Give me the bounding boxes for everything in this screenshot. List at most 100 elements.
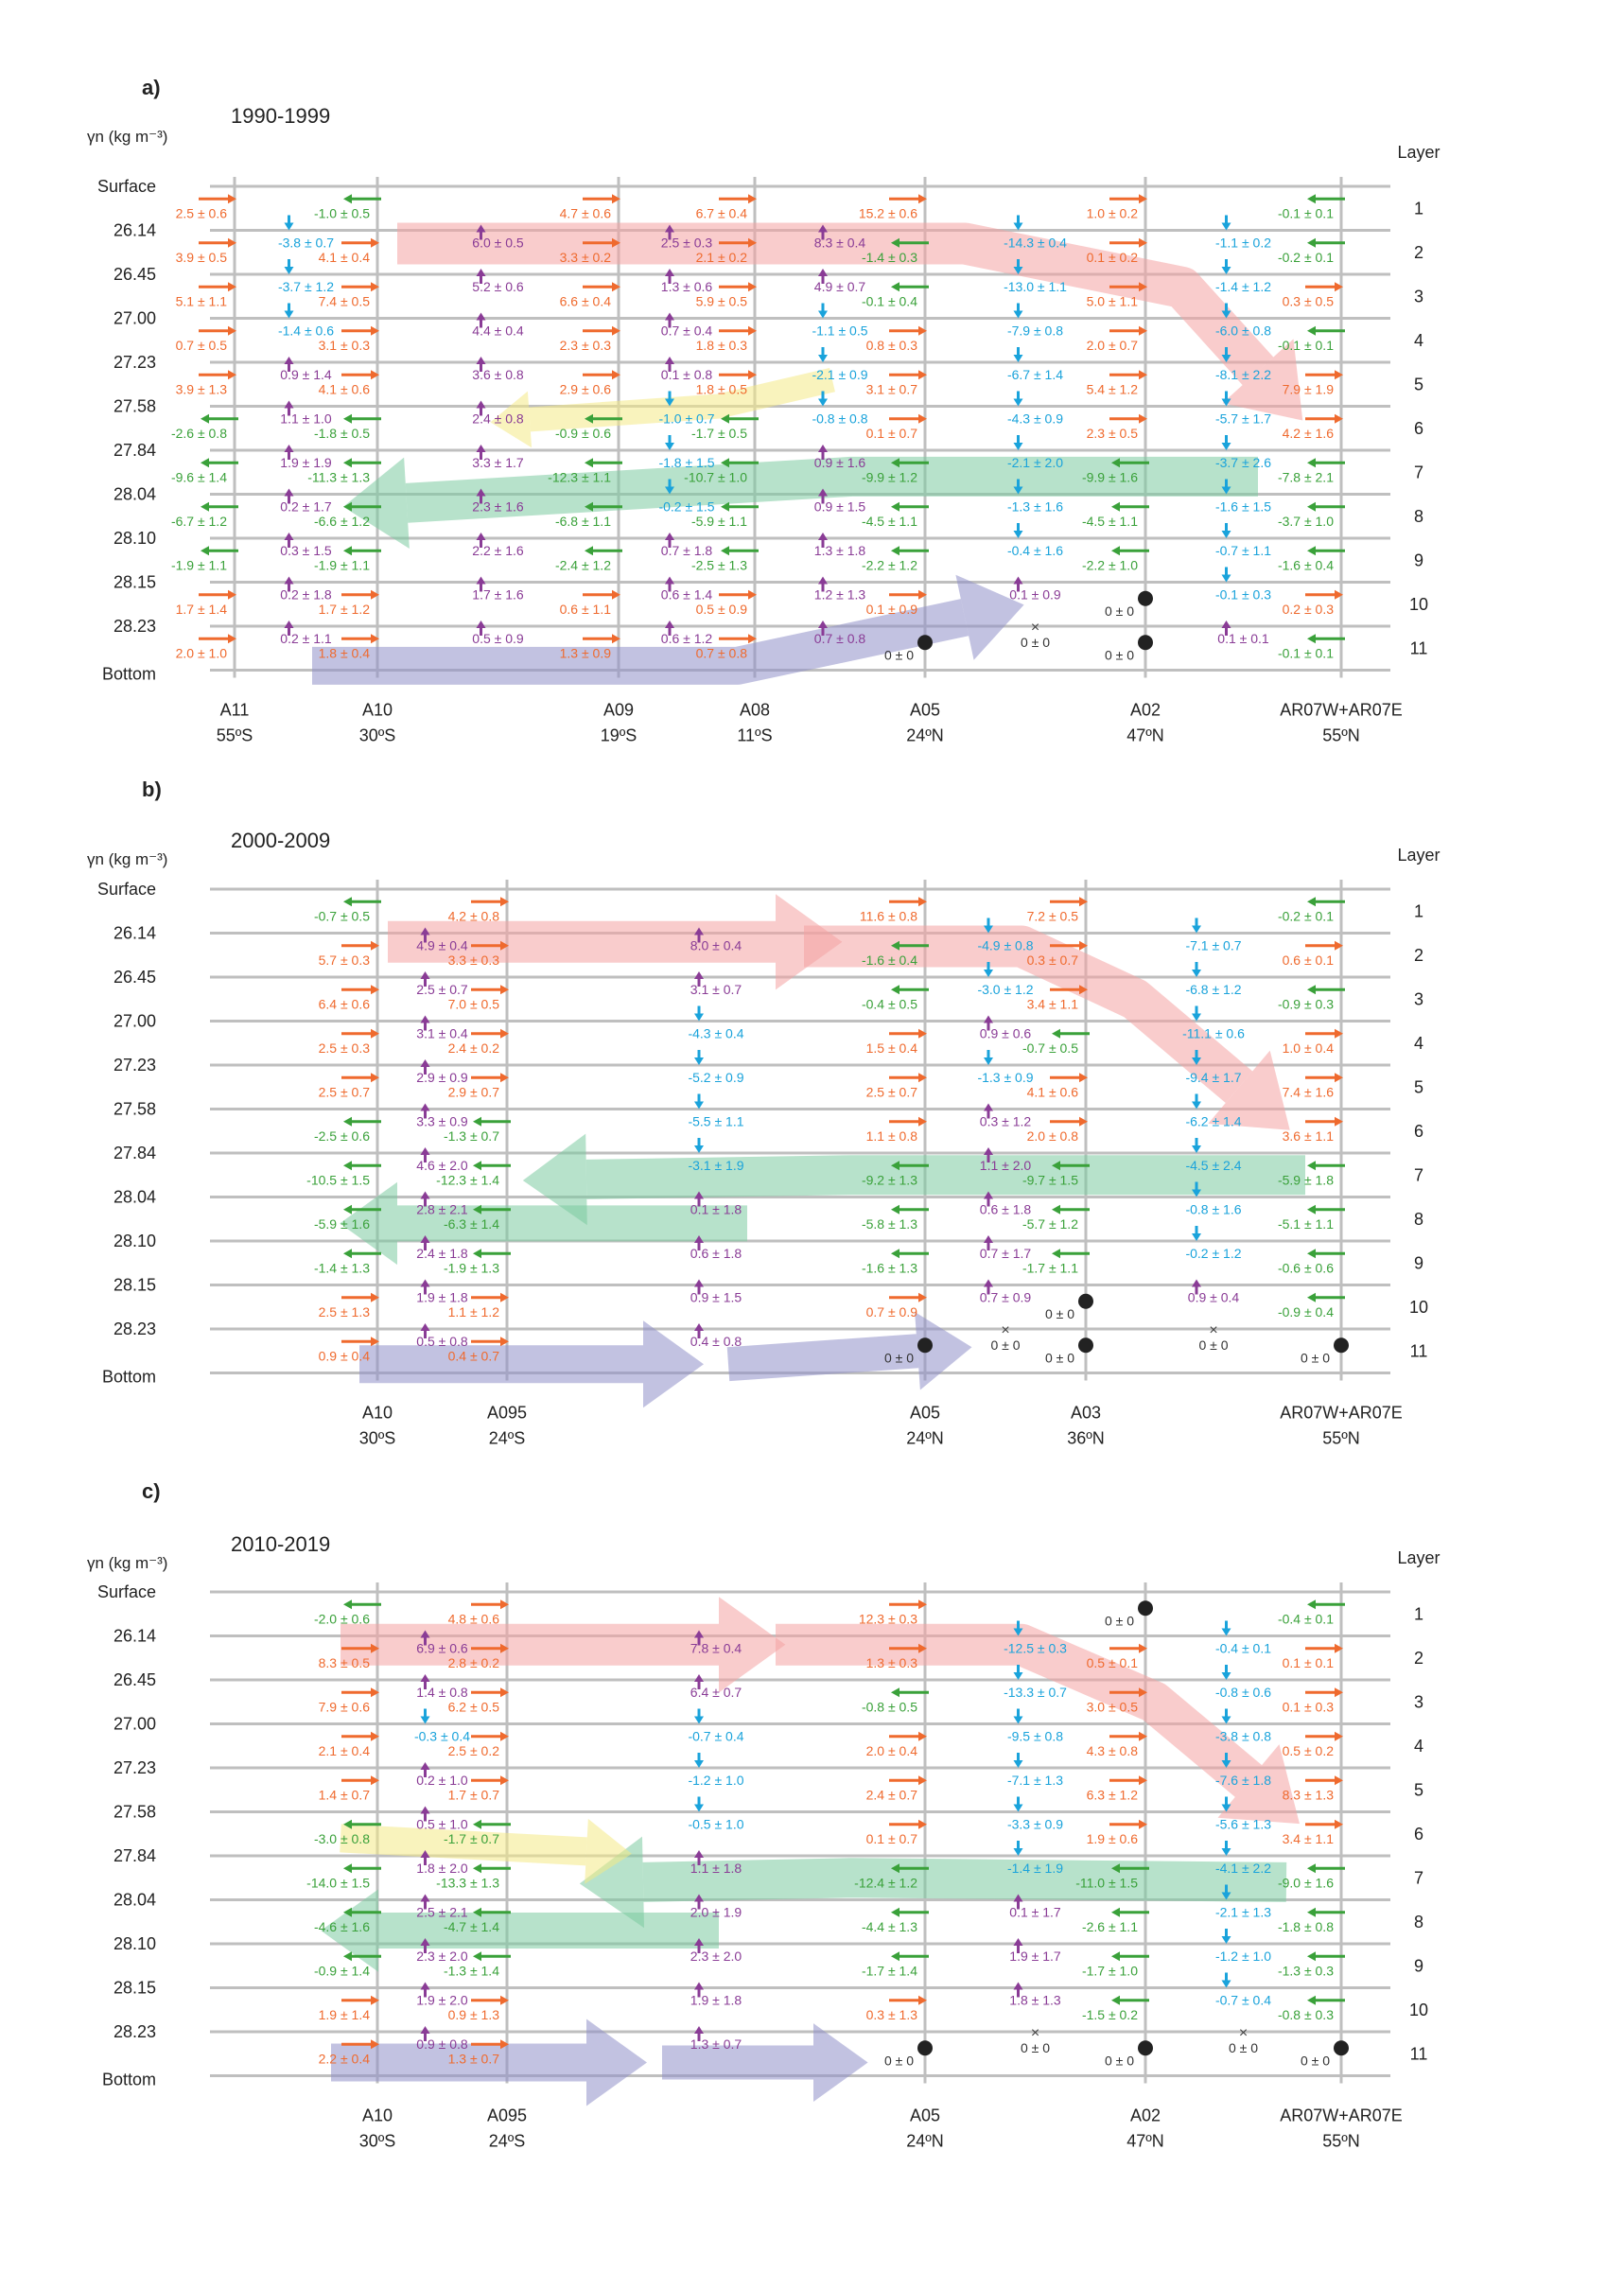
- density-tick-label: 26.45: [114, 265, 156, 284]
- southward-transport-arrow-head: [343, 501, 352, 512]
- abyssal-band-north-head: [813, 2023, 868, 2102]
- horizontal-transport-value: 1.1 ± 0.8: [866, 1128, 918, 1144]
- horizontal-transport-value: 4.2 ± 1.6: [1283, 426, 1335, 441]
- southward-transport-arrow-head: [1307, 1292, 1316, 1302]
- horizontal-transport-value: -1.6 ± 0.4: [862, 952, 917, 968]
- upwelling-arrow-head: [665, 620, 674, 628]
- upwelling-arrow-head: [420, 1235, 430, 1243]
- upwelling-arrow-head: [420, 1982, 430, 1990]
- horizontal-transport-value: 2.9 ± 0.6: [560, 381, 612, 396]
- horizontal-transport-value: 0 ± 0: [1045, 1306, 1074, 1321]
- downwelling-arrow-head: [1221, 1628, 1231, 1636]
- northward-transport-arrow-head: [500, 985, 509, 995]
- downwelling-arrow-head: [818, 310, 828, 319]
- upper-limb-band-head: [1222, 339, 1303, 421]
- horizontal-transport-value: -0.1 ± 0.1: [1278, 338, 1334, 353]
- upwelling-arrow-head: [420, 1938, 430, 1946]
- horizontal-transport-value: 0.3 ± 1.3: [866, 2007, 918, 2022]
- southward-transport-arrow-head: [1307, 1995, 1316, 2005]
- layer-number: 5: [1414, 1780, 1423, 1799]
- southward-transport-arrow-head: [1307, 634, 1316, 644]
- upwelling-arrow-head: [420, 1762, 430, 1770]
- southward-transport-arrow-head: [473, 1819, 481, 1829]
- vertical-transport-value: -1.4 ± 0.6: [278, 323, 334, 339]
- vertical-transport-value: -0.3 ± 0.4: [414, 1729, 470, 1744]
- downwelling-arrow-head: [1221, 1716, 1231, 1724]
- vertical-transport-value: -9.4 ± 1.7: [1185, 1070, 1241, 1085]
- abyssal-band: [312, 599, 969, 685]
- zero-transport-node: [917, 1337, 933, 1354]
- horizontal-transport-value: 1.1 ± 1.2: [448, 1304, 500, 1320]
- upwelling-arrow-head: [1013, 1938, 1023, 1946]
- horizontal-transport-value: -9.9 ± 1.2: [862, 469, 917, 484]
- northward-transport-arrow-head: [1079, 897, 1088, 907]
- horizontal-transport-value: -1.9 ± 1.3: [444, 1260, 499, 1275]
- northward-transport-arrow-head: [1139, 282, 1147, 292]
- northward-transport-arrow-head: [748, 634, 757, 644]
- density-tick-label: 27.00: [114, 1012, 156, 1031]
- density-tick-label: Surface: [97, 1582, 156, 1601]
- upwelling-arrow-head: [476, 533, 486, 540]
- southward-transport-arrow-head: [891, 237, 899, 248]
- density-tick-label: 26.14: [114, 221, 156, 240]
- vertical-transport-value: -4.1 ± 2.2: [1215, 1861, 1271, 1876]
- vertical-transport-value: -12.5 ± 0.3: [1004, 1641, 1067, 1656]
- panel-b: b) 2000-2009 γn (kg m⁻³) Layer Surface 26.14 2…: [87, 778, 1441, 1448]
- horizontal-transport-value: -2.6 ± 1.1: [1082, 1919, 1138, 1934]
- horizontal-transport-value: 0.7 ± 0.9: [866, 1304, 918, 1320]
- horizontal-transport-value: 7.9 ± 0.6: [319, 1699, 371, 1714]
- horizontal-transport-value: 0.6 ± 0.1: [1283, 952, 1335, 968]
- section-name: AR07W+AR07E: [1280, 2106, 1403, 2125]
- horizontal-transport-value: 1.8 ± 0.5: [696, 381, 748, 396]
- northward-transport-arrow-head: [918, 1292, 927, 1302]
- horizontal-transport-value: 2.9 ± 0.7: [448, 1084, 500, 1099]
- downwelling-arrow-head: [1013, 355, 1023, 362]
- zero-transport-node: [1078, 1293, 1093, 1309]
- vertical-transport-value: -1.2 ± 1.0: [1215, 1949, 1271, 1964]
- southward-transport-arrow-head: [585, 413, 593, 424]
- northward-transport-arrow-head: [918, 1995, 927, 2005]
- zero-vertical-marker: ×: [1031, 2025, 1039, 2041]
- deep-limb-band-head: [342, 457, 410, 550]
- horizontal-transport-value: 2.2 ± 0.4: [319, 2051, 371, 2066]
- vertical-transport-value: -0.2 ± 1.2: [1185, 1246, 1241, 1261]
- southward-transport-arrow-head: [891, 1951, 899, 1962]
- downwelling-arrow-head: [1013, 1672, 1023, 1680]
- vertical-transport-value: -0.8 ± 1.6: [1185, 1202, 1241, 1217]
- zero-transport-node: [1138, 635, 1153, 651]
- horizontal-transport-value: 0 ± 0: [1301, 1350, 1330, 1365]
- density-tick-label: Surface: [97, 880, 156, 899]
- horizontal-transport-value: -2.5 ± 0.6: [314, 1128, 370, 1144]
- southward-transport-arrow-head: [343, 1161, 352, 1171]
- vertical-transport-value: -3.0 ± 1.2: [977, 982, 1033, 997]
- upwelling-arrow-head: [694, 1235, 704, 1243]
- layer-number: 2: [1414, 1649, 1423, 1668]
- vertical-transport-value: 0.6 ± 1.4: [661, 587, 713, 603]
- abyssal-band-north: [726, 1334, 919, 1382]
- horizontal-transport-value: 2.0 ± 1.0: [176, 645, 228, 660]
- density-tick-label: 27.23: [114, 353, 156, 372]
- downwelling-arrow-head: [1221, 267, 1231, 274]
- vertical-transport-value: -7.1 ± 1.3: [1007, 1773, 1063, 1788]
- northward-transport-arrow-head: [500, 940, 509, 951]
- horizontal-transport-value: -2.6 ± 0.8: [171, 426, 227, 441]
- vertical-transport-value: 0.9 ± 0.8: [416, 2036, 468, 2052]
- vertical-transport-value: 0.1 ± 0.9: [1009, 587, 1061, 603]
- vertical-transport-value: -3.7 ± 1.2: [278, 279, 334, 294]
- southward-transport-arrow-head: [891, 1863, 899, 1874]
- section-latitude: 24ºN: [906, 2132, 944, 2151]
- northward-transport-arrow-head: [1139, 1643, 1147, 1653]
- horizontal-transport-value: 5.0 ± 1.1: [1087, 293, 1139, 308]
- northward-transport-arrow-head: [371, 940, 379, 951]
- vertical-transport-value: 2.0 ± 1.9: [690, 1905, 742, 1920]
- vertical-transport-value: -1.0 ± 0.7: [658, 411, 714, 427]
- northward-transport-arrow-head: [228, 282, 236, 292]
- southward-transport-arrow-head: [1307, 1161, 1316, 1171]
- downwelling-arrow-head: [1013, 443, 1023, 450]
- vertical-transport-value: 1.3 ± 1.8: [814, 543, 866, 558]
- northward-transport-arrow-head: [371, 1643, 379, 1653]
- northward-transport-arrow-head: [371, 282, 379, 292]
- horizontal-transport-value: -0.1 ± 0.1: [1278, 205, 1334, 220]
- southward-transport-arrow-head: [1307, 194, 1316, 204]
- horizontal-transport-value: 0.8 ± 0.3: [866, 338, 918, 353]
